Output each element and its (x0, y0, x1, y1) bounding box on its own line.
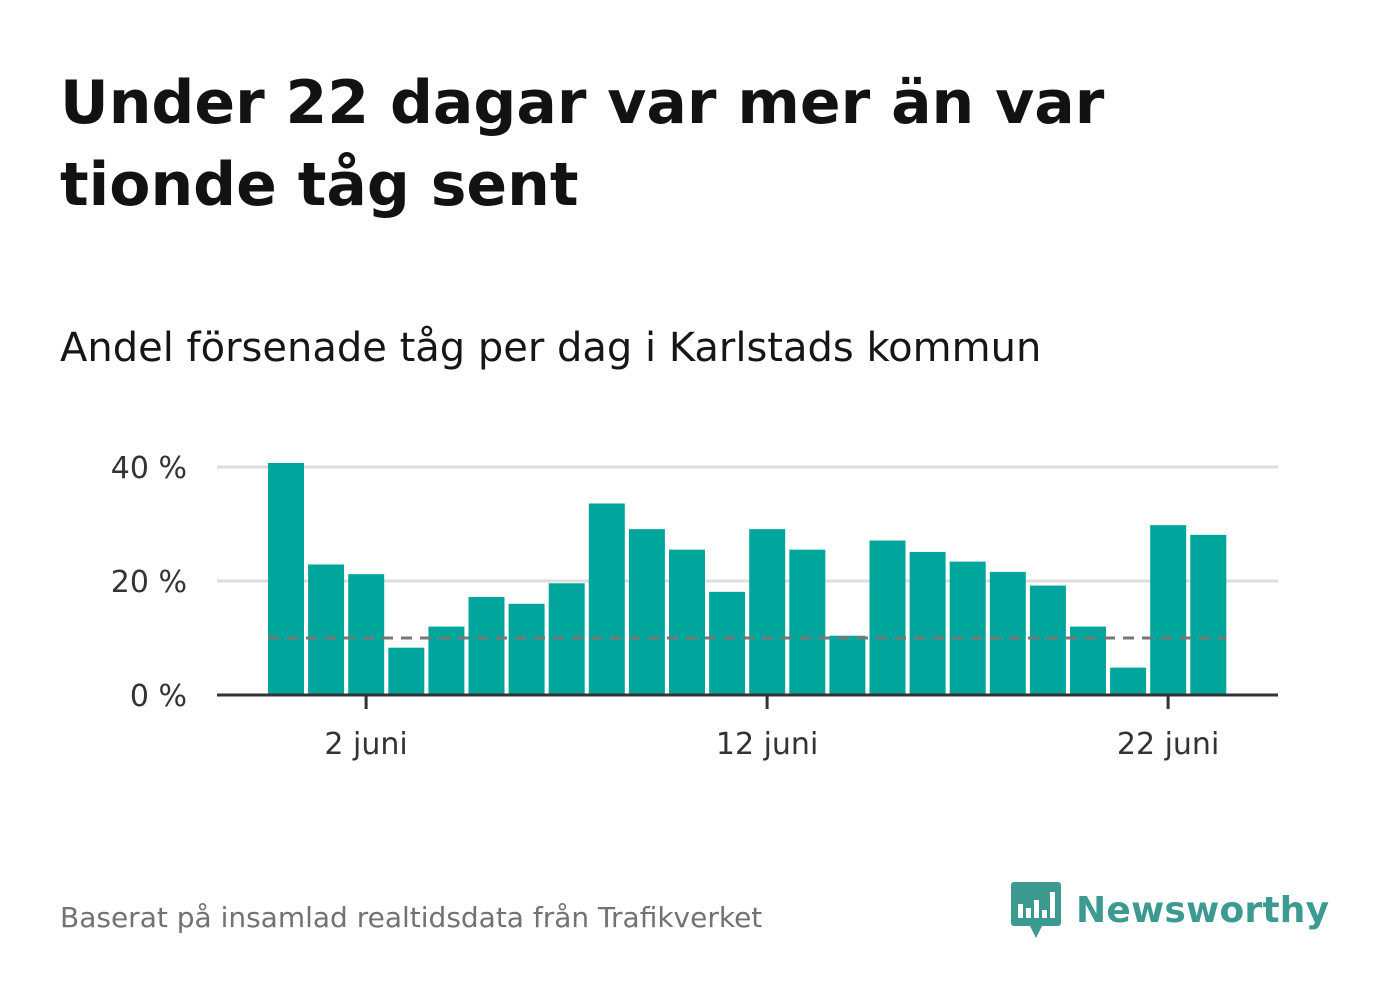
y-tick-label: 0 % (130, 679, 187, 714)
bar (388, 647, 425, 695)
bar (468, 596, 505, 695)
bar (268, 463, 304, 695)
bar (909, 551, 946, 695)
x-tick-label: 12 juni (716, 727, 818, 762)
bar (829, 635, 866, 695)
bar (508, 603, 545, 695)
bar (749, 529, 786, 695)
bar (869, 540, 906, 695)
brand-name: Newsworthy (1076, 889, 1330, 931)
bar (669, 549, 705, 695)
bar (348, 574, 385, 695)
x-tick-label: 2 juni (324, 727, 407, 762)
y-tick-label: 40 % (111, 451, 187, 486)
bar (709, 591, 746, 695)
bar (989, 571, 1026, 695)
chart-title: Under 22 dagar var mer än var tionde tåg… (60, 68, 1105, 220)
source-note: Baserat på insamlad realtidsdata från Tr… (60, 901, 763, 934)
newsworthy-logo-icon (1011, 882, 1061, 938)
bar (308, 564, 345, 695)
bar (1110, 667, 1147, 695)
bar (1190, 534, 1227, 695)
tick-labels: 0 % 20 % 40 % 2 juni 12 juni 22 juni (111, 451, 1220, 762)
y-tick-label: 20 % (111, 565, 187, 600)
bars (268, 463, 1227, 695)
gridlines (217, 465, 1278, 583)
bar (949, 561, 986, 695)
bar (628, 529, 665, 695)
bar (1150, 525, 1187, 695)
chart-subtitle: Andel försenade tåg per dag i Karlstads … (60, 325, 1042, 371)
axes (217, 693, 1278, 709)
brand-logo: Newsworthy (1010, 878, 1329, 942)
x-tick-label: 22 juni (1117, 727, 1219, 762)
bar (1029, 585, 1066, 695)
bar (789, 549, 826, 695)
bar (588, 503, 625, 695)
